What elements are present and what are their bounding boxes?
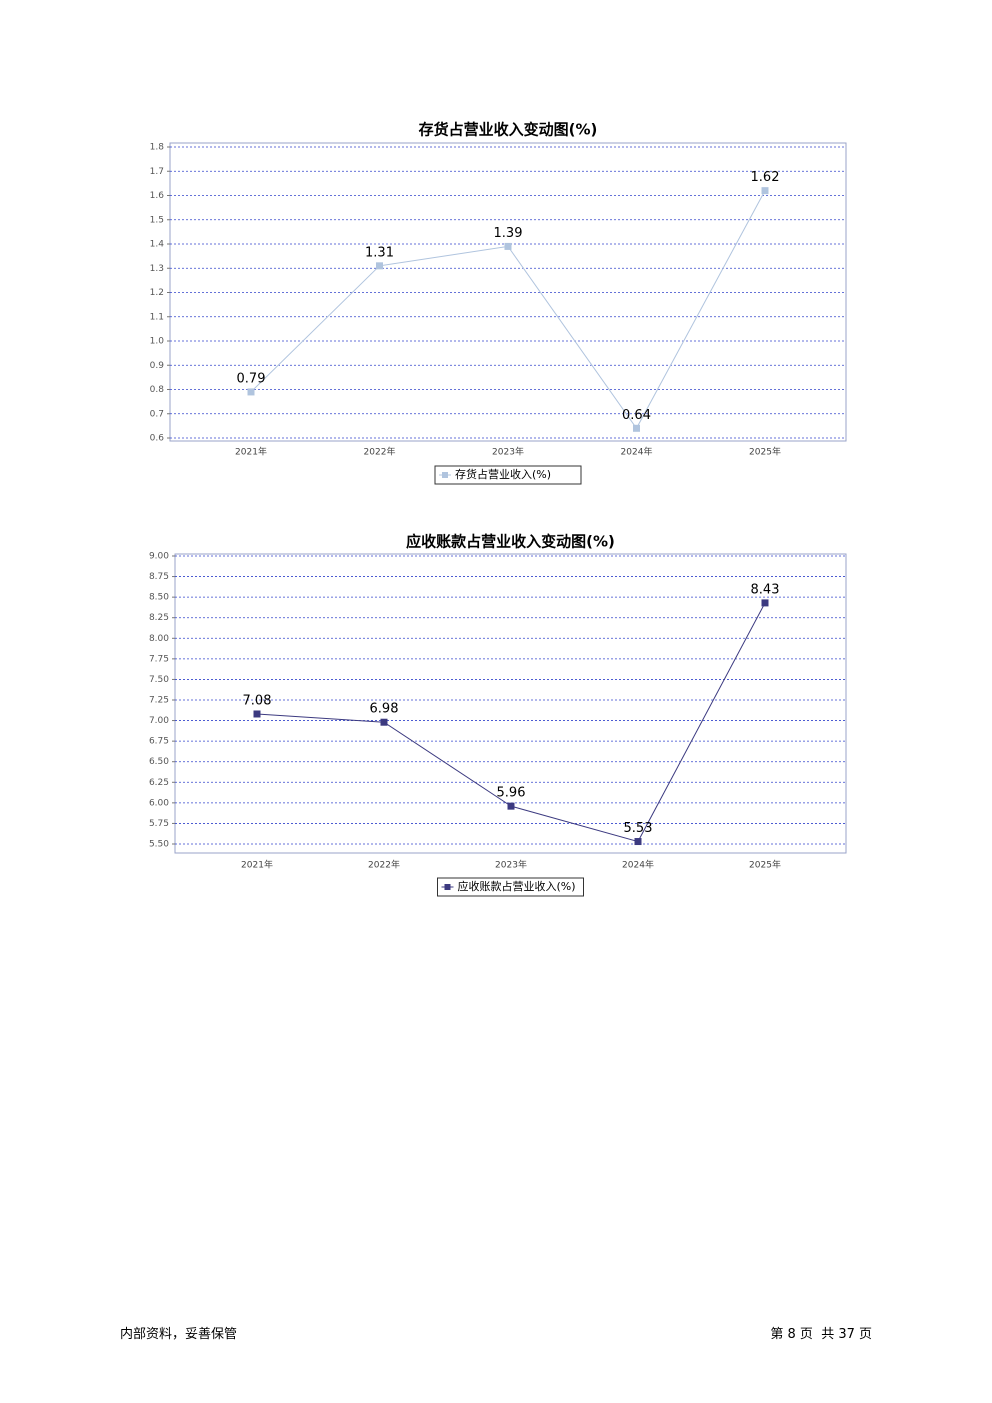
point xyxy=(761,599,769,607)
y-tick-label: 0.7 xyxy=(150,409,164,419)
x-tick-label: 2025年 xyxy=(749,446,781,458)
data-label: 8.43 xyxy=(751,582,780,597)
point xyxy=(633,424,640,432)
point xyxy=(380,718,388,726)
y-tick-label: 7.75 xyxy=(149,654,169,664)
data-label: 6.98 xyxy=(370,702,399,717)
y-tick-label: 1.4 xyxy=(150,240,165,250)
y-tick-label: 1.0 xyxy=(150,337,165,347)
y-tick-label: 8.00 xyxy=(149,634,169,644)
data-label: 5.96 xyxy=(497,786,526,801)
point xyxy=(761,187,769,195)
point xyxy=(507,802,515,810)
x-tick-label: 2023年 xyxy=(495,859,527,871)
data-label: 0.64 xyxy=(622,408,651,423)
y-tick-label: 0.9 xyxy=(150,361,165,371)
y-tick-label: 6.75 xyxy=(149,737,169,747)
y-tick-label: 5.75 xyxy=(149,819,169,829)
x-tick-label: 2022年 xyxy=(368,859,400,871)
legend-box xyxy=(437,877,584,897)
y-tick-label: 7.50 xyxy=(149,675,169,685)
y-tick-label: 6.25 xyxy=(149,778,169,788)
legend-label: 存货占营业收入(%) xyxy=(455,467,551,481)
y-tick-label: 1.1 xyxy=(150,312,164,322)
chart-title: 应收账款占营业收入变动图(%) xyxy=(406,533,615,551)
y-tick-label: 1.2 xyxy=(150,288,164,298)
chart-title: 存货占营业收入变动图(%) xyxy=(419,121,598,139)
y-tick-label: 1.3 xyxy=(150,264,164,274)
x-tick-label: 2024年 xyxy=(622,859,654,871)
y-tick-label: 0.6 xyxy=(150,434,165,444)
data-label: 1.31 xyxy=(365,245,394,260)
y-tick-label: 6.00 xyxy=(149,798,169,808)
x-tick-label: 2021年 xyxy=(235,446,267,458)
x-tick-label: 2024年 xyxy=(621,446,653,458)
x-tick-label: 2023年 xyxy=(492,446,524,458)
y-tick-label: 1.5 xyxy=(150,215,164,225)
y-tick-label: 0.8 xyxy=(150,385,165,395)
y-tick-label: 6.50 xyxy=(149,757,169,767)
y-tick-label: 5.50 xyxy=(149,840,169,850)
plot-area xyxy=(169,142,847,442)
x-tick-label: 2021年 xyxy=(241,859,273,871)
data-label: 0.79 xyxy=(237,371,266,386)
y-tick-label: 7.25 xyxy=(149,696,169,706)
data-label: 7.08 xyxy=(243,693,272,708)
y-tick-label: 1.6 xyxy=(150,191,165,201)
y-tick-label: 8.25 xyxy=(149,613,169,623)
legend-box xyxy=(434,465,582,485)
point xyxy=(634,838,642,846)
y-tick-label: 9.00 xyxy=(149,552,169,562)
point xyxy=(376,262,383,270)
footer-right: 第 8 页 共 37 页 xyxy=(770,1327,872,1342)
legend-marker xyxy=(444,884,451,890)
point xyxy=(504,242,512,250)
charts: 存货占营业收入变动图(%) 0.6 0.7 0.8 0.9 1.0 1.1 1.2 1.3 1.4… xyxy=(149,121,847,897)
x-tick-label: 2022年 xyxy=(364,446,396,458)
y-tick-label: 1.7 xyxy=(150,167,164,177)
y-tick-label: 1.8 xyxy=(150,143,165,153)
footer-left: 内部资料，妥善保管 xyxy=(120,1327,238,1342)
x-tick-label: 2025年 xyxy=(749,859,781,871)
y-tick-label: 8.75 xyxy=(149,572,169,582)
legend-label: 应收账款占营业收入(%) xyxy=(458,879,576,893)
point xyxy=(253,710,261,718)
point xyxy=(247,388,255,396)
legend-marker xyxy=(442,472,448,478)
data-label: 5.53 xyxy=(624,821,653,836)
y-tick-label: 8.50 xyxy=(149,593,169,603)
data-label: 1.39 xyxy=(494,226,523,241)
data-label: 1.62 xyxy=(751,170,780,185)
y-tick-label: 7.00 xyxy=(149,716,169,726)
